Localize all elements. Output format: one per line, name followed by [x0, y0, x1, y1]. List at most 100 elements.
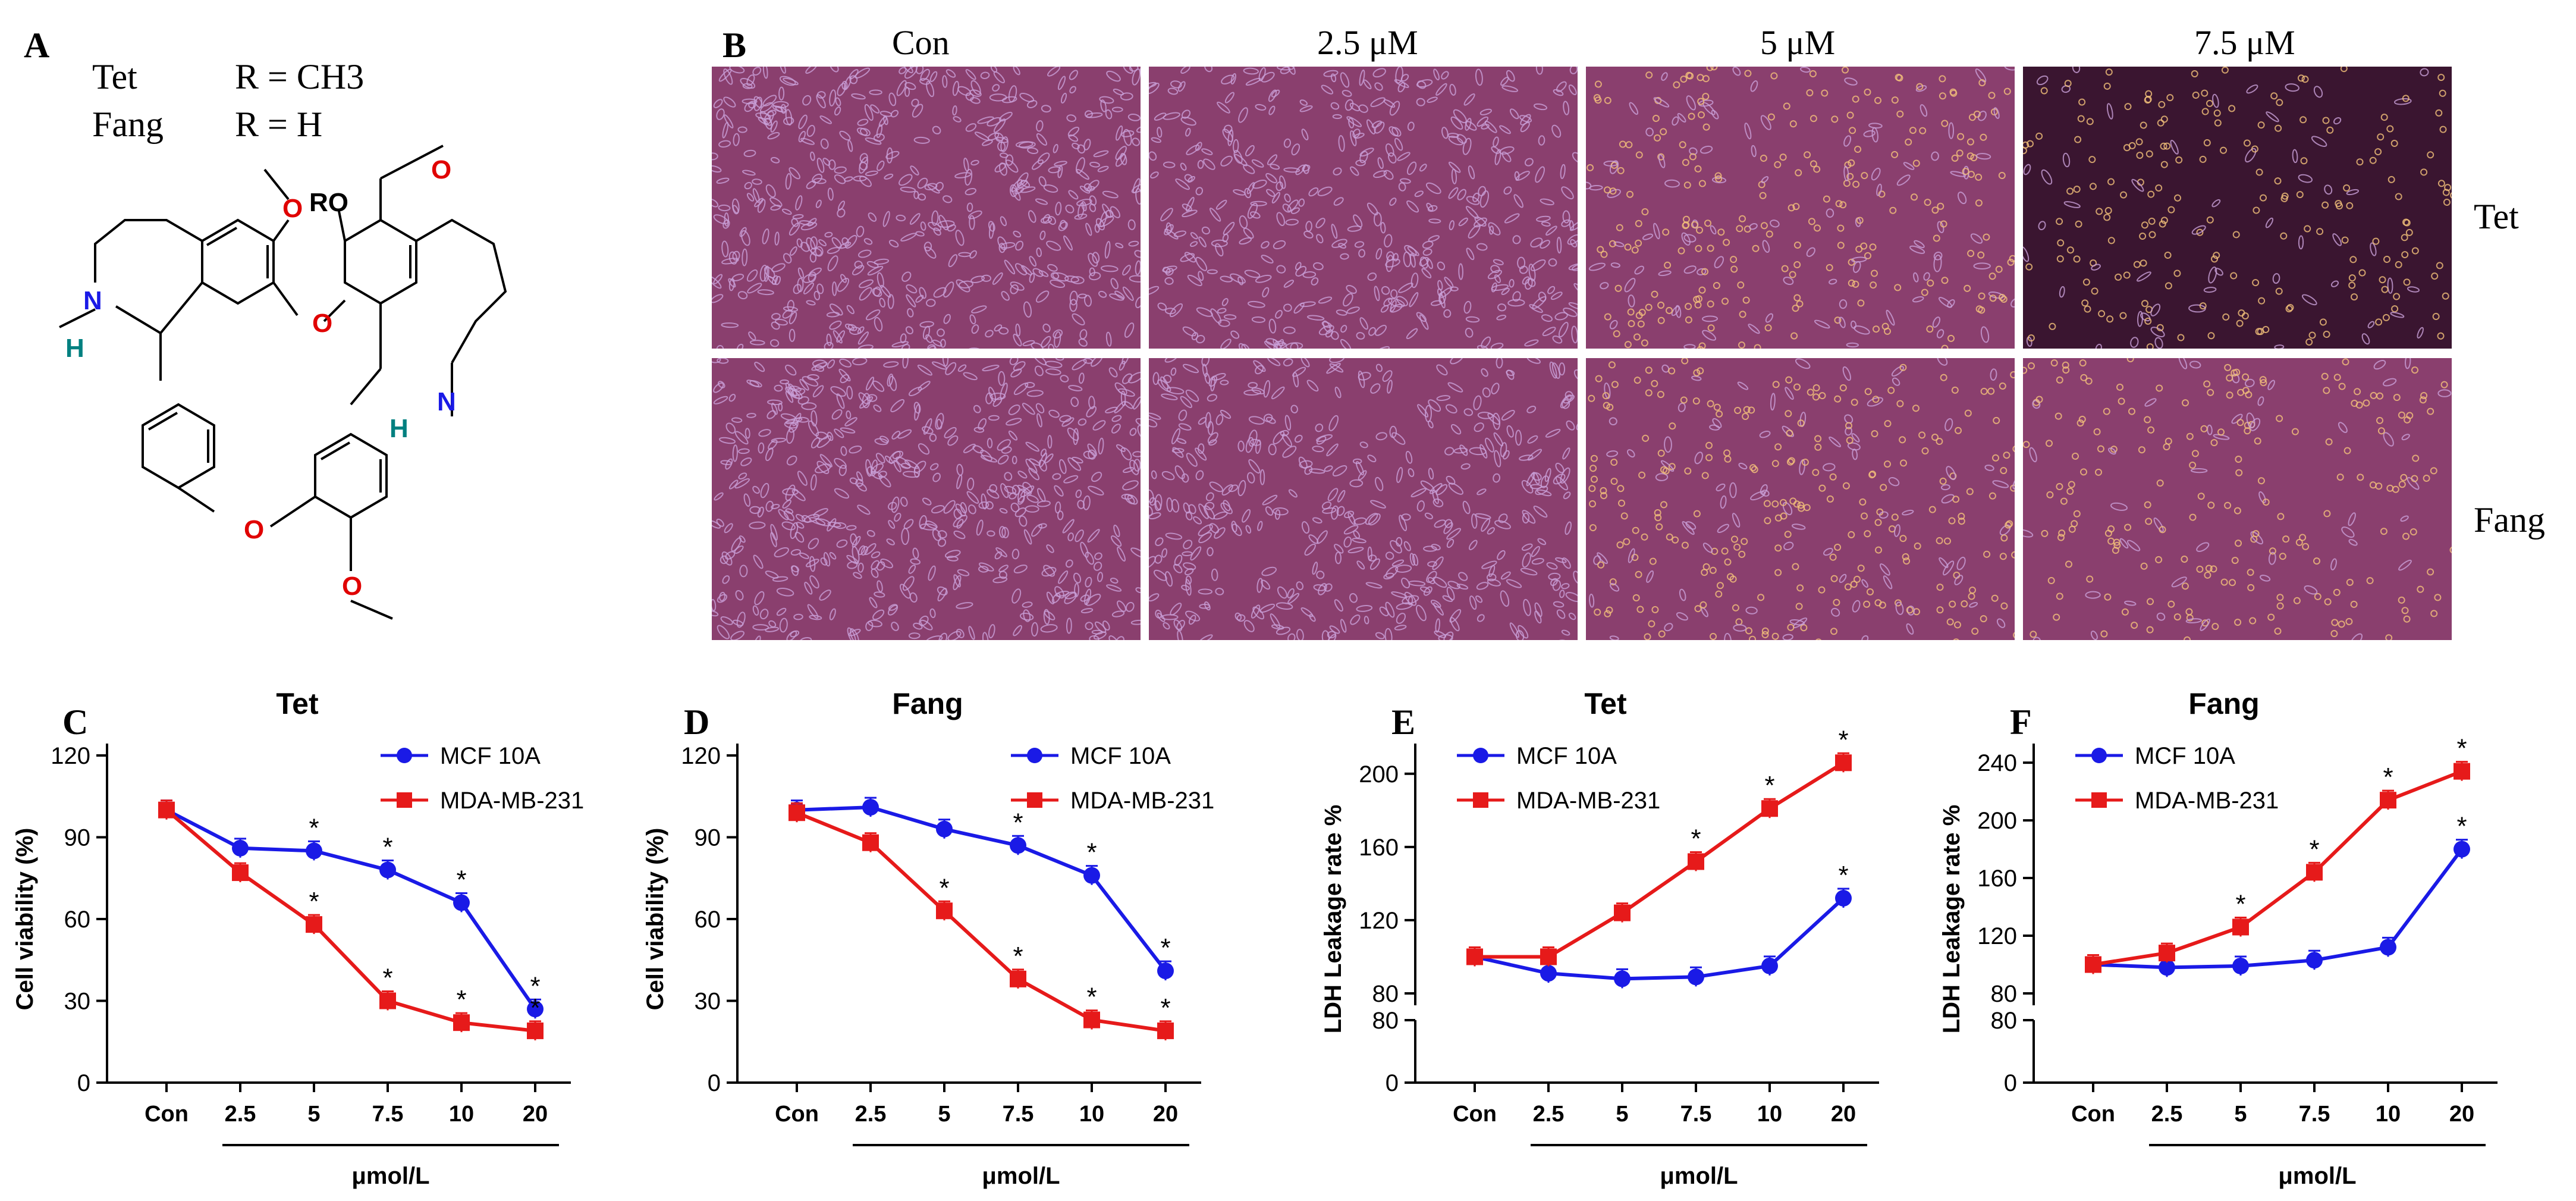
data-point [379, 992, 396, 1009]
atom-n-left: N [83, 286, 102, 315]
x-tick-label: 5 [2234, 1102, 2247, 1127]
data-point [527, 1022, 544, 1039]
data-point [1540, 965, 1557, 982]
y-axis-label: LDH Leakage rate % [1320, 805, 1346, 1034]
x-tick-label: 5 [1616, 1102, 1628, 1127]
significance-star: * [2383, 763, 2393, 792]
x-tick-label: 10 [2376, 1102, 2401, 1127]
y-tick-label: 60 [695, 907, 721, 933]
significance-star: * [382, 833, 392, 862]
column-label-con: Con [892, 23, 950, 62]
data-point [453, 1014, 470, 1031]
x-tick-label: Con [144, 1102, 189, 1127]
series-line-0 [165, 808, 537, 1011]
data-point [1761, 800, 1778, 817]
x-tick-label: 20 [1153, 1102, 1178, 1127]
atom-o-bridge-top: O [312, 309, 332, 338]
x-tick-label: 2.5 [1533, 1102, 1565, 1127]
x-tick-label: Con [775, 1102, 819, 1127]
significance-star: * [1086, 983, 1097, 1012]
y-tick-label: 160 [1359, 835, 1399, 861]
y-tick-label: 0 [77, 1070, 90, 1096]
data-point [2232, 918, 2249, 936]
y-tick-label: 0 [708, 1070, 721, 1096]
data-point [453, 894, 470, 911]
significance-star: * [1013, 942, 1023, 971]
chemical-structure: O O RO O N H N H O O [59, 145, 507, 620]
x-tick-label: 10 [449, 1102, 474, 1127]
y-tick-label: 120 [1359, 908, 1399, 934]
data-point [306, 842, 322, 860]
x-tick-label: 10 [1079, 1102, 1104, 1127]
micrograph-r2-c2 [1148, 357, 1579, 641]
series-line-0 [2093, 848, 2464, 970]
data-point [936, 820, 953, 838]
x-tick-label: 7.5 [1680, 1102, 1712, 1127]
legend-marker [2091, 792, 2107, 808]
legend-label: MDA-MB-231 [1516, 788, 1660, 814]
legend-marker [1027, 748, 1042, 763]
panel-letter-e: E [1391, 703, 1416, 742]
y-tick-label: 80 [1991, 981, 2018, 1007]
series-line-0 [1474, 896, 1845, 981]
x-tick-label: 20 [1831, 1102, 1856, 1127]
significance-star: * [1838, 725, 1848, 754]
legend-marker [1473, 748, 1488, 763]
x-tick-label: 5 [938, 1102, 950, 1127]
data-point [1466, 948, 1483, 965]
chart-e: Tet 0 80 120 160 200 80 LDH Leakage rate % Con 2.… [1320, 687, 1879, 1189]
significance-star: * [309, 813, 319, 842]
data-point [2380, 792, 2396, 809]
atom-o-methoxy-bottom: O [342, 572, 362, 601]
column-label-5: 5 μM [1760, 23, 1836, 62]
significance-star: * [939, 873, 949, 902]
data-point [936, 902, 953, 920]
y-tick-label: 0 [2004, 1070, 2017, 1096]
x-axis-label: μmol/L [982, 1163, 1060, 1189]
atom-ro: RO [309, 188, 348, 217]
panel-letter-b: B [722, 26, 747, 65]
data-point [1010, 837, 1026, 854]
y-tick-label: 60 [64, 907, 91, 933]
data-point [379, 861, 396, 879]
micrograph-r1-c1 [711, 65, 1142, 350]
significance-star: * [1764, 771, 1774, 800]
panel-letter-a: A [24, 26, 50, 65]
data-point [2306, 864, 2323, 881]
x-tick-label: 5 [307, 1102, 320, 1127]
legend-marker [397, 748, 412, 763]
micrograph-r2-c3 [1585, 357, 2016, 641]
significance-star: * [456, 985, 466, 1014]
data-point [1688, 968, 1704, 986]
chart-c: Tet 0 30 60 90 120 Cell viability (%) Con 2.5 5 7.… [12, 687, 584, 1189]
significance-star: * [456, 866, 466, 895]
legend-marker [1473, 792, 1488, 808]
significance-star: * [530, 993, 540, 1023]
data-point [1688, 853, 1704, 870]
x-tick-label: 7.5 [372, 1102, 404, 1127]
x-tick-label: Con [2071, 1102, 2115, 1127]
significance-star: * [1160, 933, 1170, 962]
micrograph-r1-c4 [2022, 65, 2453, 350]
legend-label: MDA-MB-231 [2135, 788, 2279, 814]
compound-name-tet: Tet [92, 57, 137, 96]
chart-title: Tet [1584, 687, 1627, 720]
legend-marker [1027, 792, 1042, 808]
significance-star: * [530, 971, 540, 1001]
micrograph-r2-c1 [711, 357, 1142, 641]
x-axis-label: μmol/L [1660, 1163, 1738, 1189]
y-tick-label: 30 [695, 989, 721, 1015]
series-line-0 [796, 805, 1167, 972]
data-point [2232, 957, 2249, 974]
x-tick-label: 7.5 [1003, 1102, 1034, 1127]
series-line-1 [2093, 769, 2463, 967]
data-point [2159, 959, 2175, 976]
panel-letter-f: F [2010, 703, 2032, 742]
data-point [1614, 904, 1631, 921]
panel-letter-c: C [62, 703, 89, 742]
y-tick-label: 200 [1359, 761, 1399, 788]
y-tick-label: 200 [1977, 808, 2017, 834]
atom-o-bridge-bottom: O [244, 515, 264, 544]
data-point [2454, 841, 2470, 858]
significance-star: * [1691, 824, 1701, 853]
